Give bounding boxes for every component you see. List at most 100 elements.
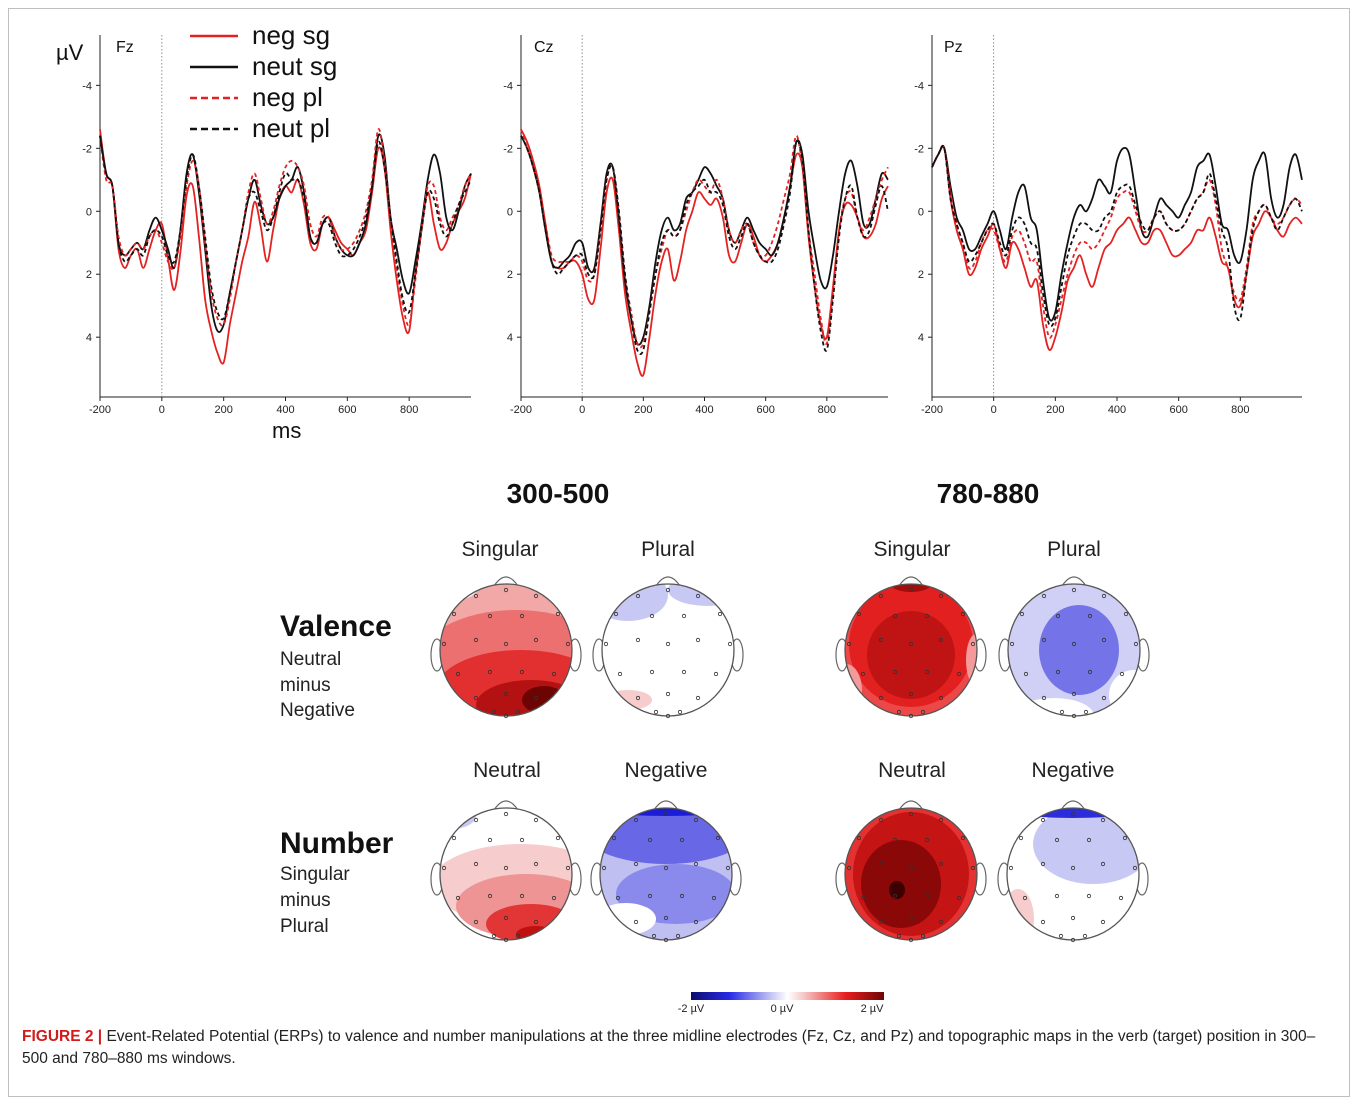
- potential-region: [600, 808, 732, 864]
- electrode-dot: [647, 837, 653, 843]
- electrode-dot: [503, 713, 509, 719]
- trace-neg-pl-cz: [520, 129, 889, 349]
- head-outline: [439, 807, 573, 941]
- x-tick-label: 400: [695, 404, 713, 416]
- potential-region: [1039, 605, 1119, 695]
- legend-label-neut-pl: neut pl: [252, 113, 330, 143]
- electrode-dot: [635, 593, 641, 599]
- electrode-dot: [1041, 637, 1047, 643]
- electrode-dot: [878, 695, 884, 701]
- electrode-dot: [1055, 669, 1061, 675]
- electrode-dot: [665, 587, 671, 593]
- electrode-dot: [1070, 811, 1076, 817]
- x-tick-label: 200: [214, 404, 232, 416]
- cond-label-plural-1: Plural: [641, 538, 695, 561]
- electrode-dot: [503, 811, 509, 817]
- legend: neg sg neut sg neg pl neut pl: [190, 20, 337, 143]
- electrode-dot: [715, 835, 721, 841]
- window-title-780-880: 780-880: [937, 478, 1040, 509]
- potential-region: [602, 584, 668, 621]
- electrode-dot: [1123, 611, 1129, 617]
- potential-region: [867, 611, 955, 699]
- x-tick-label: 400: [1108, 404, 1126, 416]
- electrode-dot: [611, 835, 617, 841]
- electrode-dot: [491, 709, 497, 715]
- electrode-dot: [1022, 895, 1028, 901]
- electrode-dot: [681, 669, 687, 675]
- electrode-dot: [1009, 641, 1015, 647]
- electrode-dot: [970, 641, 976, 647]
- electrode-dot: [555, 835, 561, 841]
- electrode-dot: [1054, 893, 1060, 899]
- y-tick-label: -2: [82, 143, 92, 155]
- legend-label-neg-pl: neg pl: [252, 82, 323, 112]
- electrode-dot: [938, 695, 944, 701]
- topo-maps: [430, 576, 1150, 943]
- potential-region: [889, 584, 933, 592]
- electrode-dot: [924, 893, 930, 899]
- x-tick-label: 800: [818, 404, 836, 416]
- electrode-dot: [473, 637, 479, 643]
- topo-map-number-neutral-780-880: [835, 800, 987, 943]
- electrode-dot: [938, 817, 944, 823]
- electrode-dot: [970, 865, 976, 871]
- electrode-dot: [651, 933, 657, 939]
- electrode-dot: [615, 895, 621, 901]
- electrode-dot: [601, 865, 607, 871]
- electrode-dot: [633, 919, 639, 925]
- y-tick-label: 4: [507, 332, 513, 344]
- electrode-dot: [1040, 919, 1046, 925]
- colorbar-min-label: -2 µV: [678, 1003, 705, 1015]
- electrode-dot: [1040, 817, 1046, 823]
- electrode-dot: [1133, 641, 1139, 647]
- electrode-dot: [695, 637, 701, 643]
- row-title-number: Number: [280, 827, 394, 860]
- electrode-dot: [1086, 837, 1092, 843]
- electrode-dot: [1070, 915, 1076, 921]
- electrode-dot: [663, 865, 669, 871]
- trace-neut-sg-pz: [931, 145, 1303, 322]
- y-tick-label: 2: [507, 269, 513, 281]
- electrode-dot: [908, 641, 914, 647]
- electrode-dot: [519, 893, 525, 899]
- trace-neg-sg-fz: [99, 129, 472, 365]
- electrode-dot: [695, 593, 701, 599]
- y-tick-label: 0: [918, 206, 924, 218]
- electrode-dot: [451, 835, 457, 841]
- electrode-dot: [908, 811, 914, 817]
- row-sub-number-1: Singular: [280, 864, 350, 885]
- electrode-dot: [675, 933, 681, 939]
- colorbar-max-label: 2 µV: [861, 1003, 885, 1015]
- electrode-dot: [713, 671, 719, 677]
- electrode-dot: [892, 837, 898, 843]
- electrode-dot: [920, 933, 926, 939]
- x-tick-label: 600: [338, 404, 356, 416]
- electrode-dot: [938, 637, 944, 643]
- electrode-dot: [908, 915, 914, 921]
- electrode-dot: [565, 641, 571, 647]
- electrode-dot: [878, 861, 884, 867]
- x-tick-label: 200: [634, 404, 652, 416]
- x-tick-label: -200: [510, 404, 532, 416]
- topo-map-valence-singular-780-880: [835, 576, 987, 719]
- electrode-dot: [503, 691, 509, 697]
- electrode-dot: [856, 611, 862, 617]
- electrode-dot: [649, 669, 655, 675]
- trace-neg-pl-pz: [931, 145, 1303, 339]
- electrode-dot: [635, 637, 641, 643]
- electrode-dot: [441, 641, 447, 647]
- head-outline: [844, 583, 978, 717]
- electrode-dot: [695, 695, 701, 701]
- electrode-dot: [503, 937, 509, 943]
- electrode-dot: [519, 613, 525, 619]
- electrode-dot: [1055, 613, 1061, 619]
- electrode-dot: [647, 893, 653, 899]
- electrode-dot: [1100, 861, 1106, 867]
- electrode-dot: [633, 861, 639, 867]
- electrode-dot: [663, 915, 669, 921]
- electrode-dot: [491, 933, 497, 939]
- electrode-dot: [533, 637, 539, 643]
- head-outline: [1006, 807, 1140, 941]
- electrode-dot: [455, 895, 461, 901]
- electrode-dot: [1058, 933, 1064, 939]
